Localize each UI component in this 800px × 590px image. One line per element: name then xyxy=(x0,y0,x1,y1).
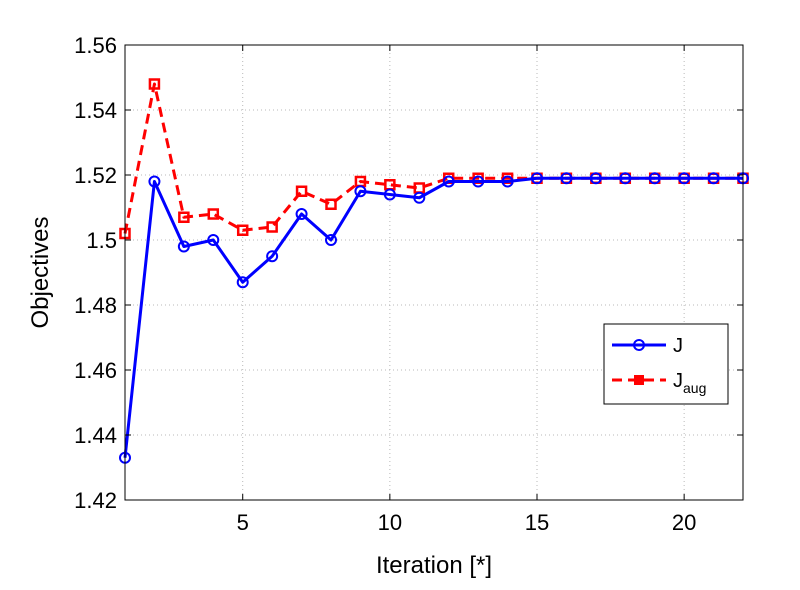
y-tick-label: 1.44 xyxy=(74,423,117,448)
data-point xyxy=(678,172,691,185)
y-tick-label: 1.54 xyxy=(74,98,117,123)
y-tick-label: 1.5 xyxy=(86,228,117,253)
legend-entry-j: J xyxy=(612,335,683,357)
legend-marker xyxy=(633,339,645,351)
data-point xyxy=(207,234,220,246)
legend-box xyxy=(603,323,729,405)
y-axis-label: Objectives xyxy=(27,216,54,328)
data-point xyxy=(177,240,190,253)
data-point xyxy=(178,211,190,223)
plot-area-frame xyxy=(124,44,744,501)
data-point xyxy=(266,250,279,263)
data-point xyxy=(560,172,573,185)
x-axis-label: Iteration [*] xyxy=(376,552,492,579)
data-point xyxy=(383,188,396,201)
data-point xyxy=(619,172,632,185)
y-tick-label: 1.46 xyxy=(74,358,117,383)
legend-marker xyxy=(634,375,644,385)
x-tick-label: 20 xyxy=(672,510,696,535)
legend-label: J xyxy=(673,335,683,357)
data-point xyxy=(442,175,455,188)
data-point xyxy=(589,172,602,185)
data-point xyxy=(207,208,220,220)
data-point xyxy=(531,172,543,185)
series-layer xyxy=(119,78,749,464)
y-tick-label: 1.52 xyxy=(74,163,117,188)
data-point xyxy=(236,224,249,236)
series-line xyxy=(123,176,743,458)
series-j xyxy=(119,172,749,464)
data-point xyxy=(501,175,514,188)
ticks: 5 10 15 20 1.42 1.44 1.46 1.48 1.5 1.52 1.54 1.56 xyxy=(74,33,743,535)
y-tick-label: 1.56 xyxy=(74,33,117,58)
data-point xyxy=(295,185,308,197)
grid xyxy=(125,44,743,501)
legend-label-subscript: aug xyxy=(683,380,706,396)
y-tick-label: 1.48 xyxy=(74,293,117,318)
data-point xyxy=(413,191,426,204)
data-point xyxy=(472,175,485,188)
x-tick-label: 10 xyxy=(378,510,402,535)
data-point xyxy=(266,221,278,233)
data-point xyxy=(295,208,308,220)
data-point xyxy=(148,78,161,90)
x-tick-label: 5 xyxy=(237,510,249,535)
data-point xyxy=(148,175,161,188)
data-point xyxy=(236,276,249,289)
data-point xyxy=(325,234,337,246)
x-tick-label: 15 xyxy=(525,510,549,535)
data-point xyxy=(354,185,367,198)
y-tick-label: 1.42 xyxy=(74,488,117,513)
data-point xyxy=(325,198,337,210)
data-point xyxy=(648,172,661,185)
series-j-aug xyxy=(119,78,749,240)
data-point xyxy=(707,172,720,185)
